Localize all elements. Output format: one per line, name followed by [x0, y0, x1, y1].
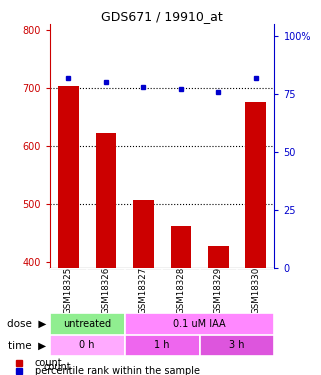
Bar [133, 200, 154, 375]
Bar [125, 334, 200, 356]
Text: count: count [43, 363, 71, 372]
Bar [170, 226, 191, 375]
Text: GSM18327: GSM18327 [139, 267, 148, 314]
Title: GDS671 / 19910_at: GDS671 / 19910_at [101, 10, 223, 23]
Text: percentile rank within the sample: percentile rank within the sample [35, 366, 200, 375]
Text: time  ▶: time ▶ [8, 340, 47, 350]
Text: GSM18330: GSM18330 [251, 267, 260, 314]
Text: GSM18328: GSM18328 [176, 267, 185, 314]
Text: untreated: untreated [63, 319, 111, 329]
Text: 3 h: 3 h [229, 340, 245, 350]
Bar [125, 313, 274, 334]
Text: 1 h: 1 h [154, 340, 170, 350]
Text: 0.1 uM IAA: 0.1 uM IAA [173, 319, 226, 329]
Bar [246, 102, 266, 375]
Bar [50, 313, 125, 334]
Text: count: count [35, 358, 62, 368]
Text: GSM18329: GSM18329 [214, 267, 223, 314]
Text: GSM18326: GSM18326 [101, 267, 110, 314]
Bar [200, 334, 274, 356]
Text: GSM18325: GSM18325 [64, 267, 73, 314]
Bar [50, 334, 125, 356]
Text: 0 h: 0 h [80, 340, 95, 350]
Text: dose  ▶: dose ▶ [7, 319, 47, 329]
Bar [58, 87, 79, 375]
Bar [208, 246, 229, 375]
Bar [96, 133, 116, 375]
